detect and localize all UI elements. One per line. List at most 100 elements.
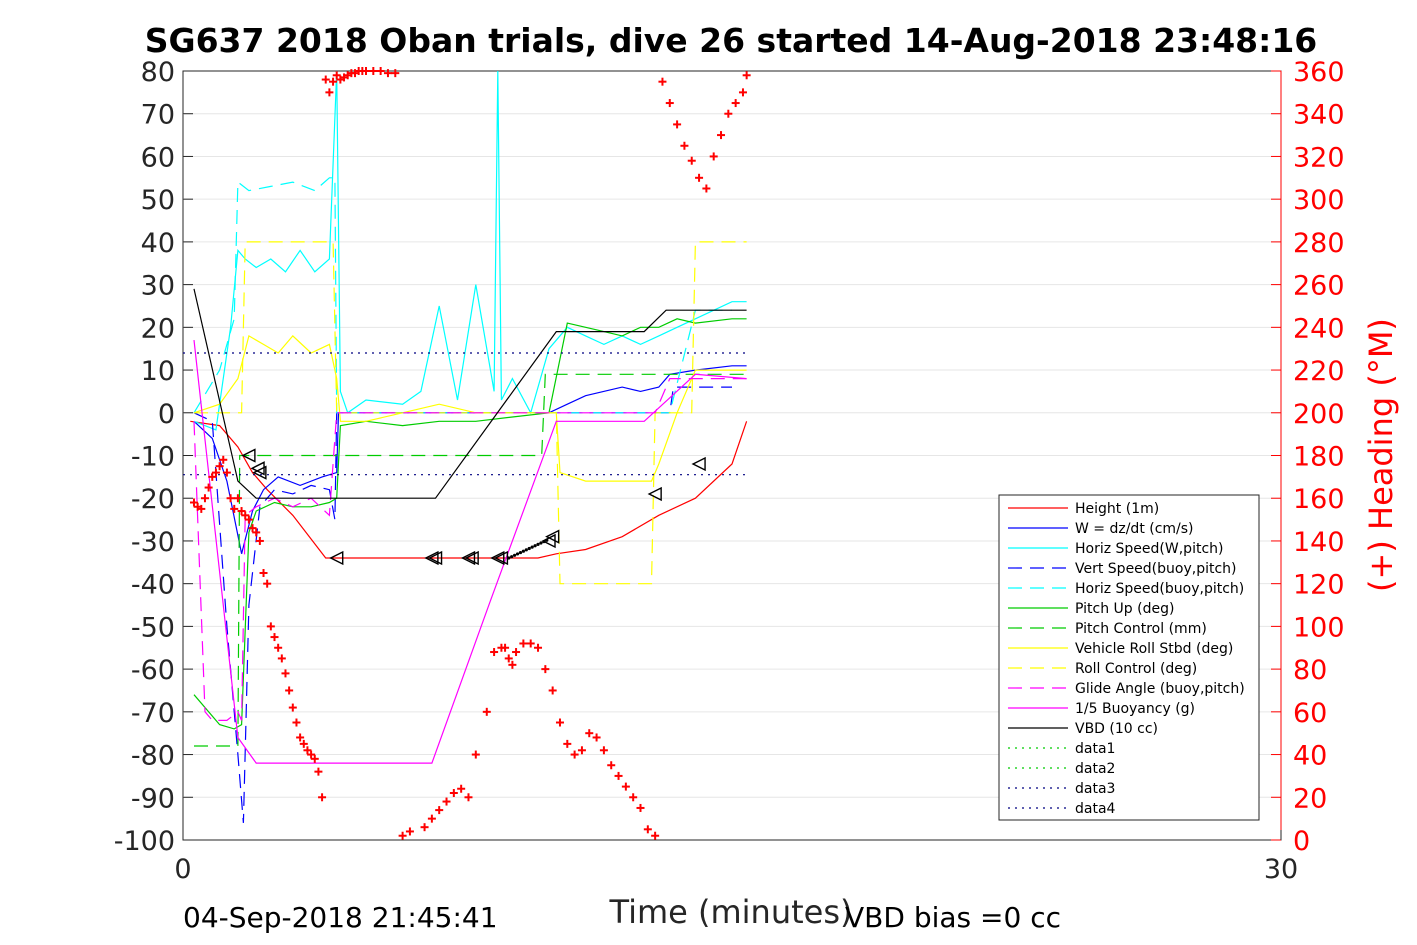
- depth-dot: [545, 538, 549, 542]
- depth-marker: [424, 550, 439, 566]
- legend-label-5: Pitch Up (deg): [1075, 601, 1174, 617]
- heading-point: [197, 504, 206, 513]
- heading-point: [270, 633, 279, 642]
- heading-point: [427, 814, 436, 823]
- tick-label-left: -100: [114, 826, 175, 857]
- legend-label-1: W = dz/dt (cm/s): [1075, 521, 1194, 537]
- tick-label-right: 360: [1293, 57, 1345, 88]
- depth-dot: [521, 549, 525, 553]
- tick-label-right: 260: [1293, 271, 1345, 302]
- heading-point: [189, 498, 198, 507]
- heading-point: [599, 746, 608, 755]
- heading-point: [457, 784, 466, 793]
- tick-label-right: 280: [1293, 228, 1345, 259]
- depth-dot: [510, 555, 514, 559]
- heading-point: [215, 462, 224, 471]
- heading-point: [255, 536, 264, 545]
- heading-point: [288, 703, 297, 712]
- tick-label-left: 40: [141, 228, 175, 259]
- heading-point: [307, 750, 316, 759]
- heading-point: [526, 639, 535, 648]
- tick-label-right: 320: [1293, 142, 1345, 173]
- depth-dot: [527, 546, 531, 551]
- heading-point: [200, 494, 209, 503]
- tick-label-left: -60: [131, 655, 175, 686]
- heading-point: [651, 831, 660, 840]
- heading-point: [208, 472, 217, 481]
- legend-box: [998, 494, 1260, 821]
- legend-label-14: data3: [1075, 781, 1115, 797]
- tick-label-right: 180: [1293, 442, 1345, 473]
- series-line-0: [190, 420, 748, 559]
- heading-point: [621, 782, 630, 791]
- heading-point: [508, 660, 517, 669]
- heading-point: [420, 823, 429, 832]
- series-line-7: [193, 334, 747, 482]
- tick-label-right: 240: [1293, 313, 1345, 344]
- tick-label-right: 20: [1293, 783, 1327, 814]
- right-axis-ticks: 3603403203002802602402202001801601401201…: [1271, 57, 1345, 857]
- tick-label-right: 80: [1293, 655, 1327, 686]
- heading-point: [369, 67, 378, 75]
- heading-point: [303, 746, 312, 755]
- heading-point: [263, 579, 272, 588]
- heading-point: [241, 511, 250, 520]
- tick-label-left: -90: [131, 783, 175, 814]
- tick-label-right: 100: [1293, 612, 1345, 643]
- left-axis-ticks: 80 70 60 50 40 30 20 10 0 -10 -20 -30 -40 -50 -60 -70 -8…: [114, 57, 193, 857]
- heading-point: [717, 131, 726, 140]
- series-line-8: [194, 241, 747, 585]
- heading-point: [738, 88, 747, 97]
- heading-point: [585, 729, 594, 738]
- heading-point: [277, 654, 286, 663]
- heading-point: [285, 686, 294, 695]
- heading-point: [614, 771, 623, 780]
- tick-label-left: 20: [141, 313, 175, 344]
- heading-point: [742, 71, 751, 80]
- heading-point: [398, 831, 407, 840]
- legend-label-11: VBD (10 cc): [1075, 721, 1158, 737]
- tick-label-left: 0: [158, 399, 175, 430]
- legend-label-13: data2: [1075, 761, 1115, 777]
- heading-point: [329, 77, 338, 86]
- tick-label-right: 340: [1293, 100, 1345, 131]
- tick-label-right: 220: [1293, 356, 1345, 387]
- depth-markers: [241, 448, 706, 566]
- heading-point: [266, 622, 275, 631]
- tick-label-left: -40: [131, 570, 175, 601]
- tick-label-right: 60: [1293, 698, 1327, 729]
- heading-point: [274, 643, 283, 652]
- depth-marker: [545, 529, 560, 544]
- heading-point: [237, 507, 246, 516]
- heading-point: [219, 455, 228, 464]
- heading-point: [665, 99, 674, 108]
- x-axis-label: Time (minutes): [609, 893, 853, 931]
- heading-point: [570, 750, 579, 759]
- depth-dot: [533, 544, 537, 548]
- tick-label-left: -30: [131, 527, 175, 558]
- heading-point: [204, 483, 213, 492]
- heading-point: [555, 718, 564, 727]
- depth-marker: [252, 465, 267, 480]
- depth-dot: [512, 553, 517, 557]
- heading-point: [222, 468, 231, 477]
- right-axis-label: (+) Heading (°M): [1362, 318, 1400, 592]
- tick-label-left: 60: [141, 142, 175, 173]
- heading-point: [248, 524, 257, 533]
- heading-point: [226, 494, 235, 503]
- tick-label-x: 30: [1264, 854, 1298, 885]
- depth-marker: [329, 550, 344, 566]
- footer-vbd-bias: VBD bias =0 cc: [845, 901, 1061, 934]
- heading-point: [464, 793, 473, 802]
- depth-marker: [250, 461, 265, 476]
- depth-marker: [427, 550, 443, 566]
- series-line-3: [193, 386, 732, 823]
- tick-label-left: 30: [141, 271, 175, 302]
- depth-marker: [647, 486, 662, 502]
- heading-point: [442, 797, 451, 806]
- heading-point: [731, 99, 740, 108]
- heading-point: [233, 494, 242, 503]
- heading-point: [318, 793, 327, 802]
- legend-label-9: Glide Angle (buoy,pitch): [1075, 681, 1245, 697]
